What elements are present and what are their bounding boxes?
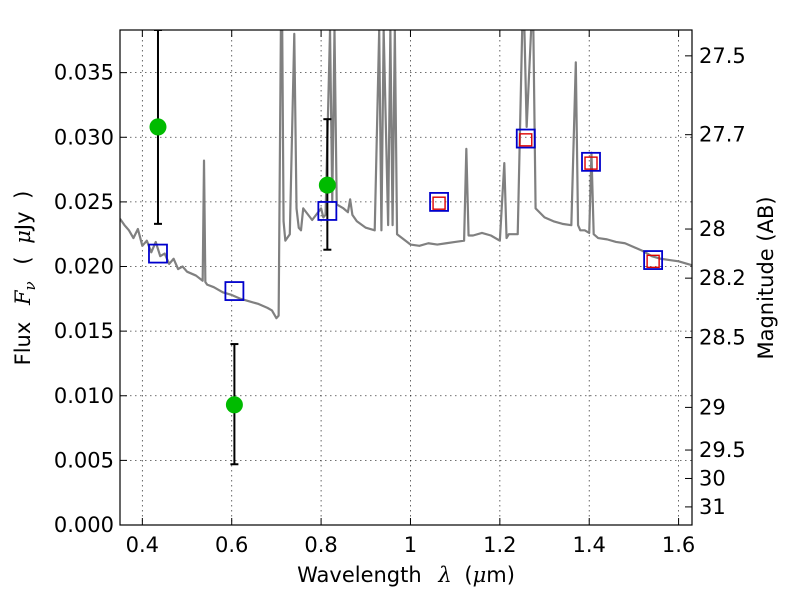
y-tick-label: 0.000 bbox=[54, 513, 114, 537]
x-tick-label: 0.4 bbox=[126, 533, 159, 557]
y-tick-label: 0.030 bbox=[54, 125, 114, 149]
photometry-point bbox=[318, 176, 336, 194]
photometry-point bbox=[149, 118, 167, 136]
x-axis-title-unit-close: m) bbox=[486, 563, 515, 587]
blue-square-marker bbox=[224, 281, 245, 301]
y2-tick-label: 30 bbox=[699, 466, 726, 490]
y-tick-label: 0.010 bbox=[54, 384, 114, 408]
x-tick-label: 1.2 bbox=[483, 533, 516, 557]
blue-square-marker bbox=[643, 250, 664, 270]
plot-area bbox=[120, 30, 692, 466]
y2-tick-label: 28.5 bbox=[699, 326, 746, 350]
y-axis-title-unit-open: ( bbox=[11, 256, 35, 264]
y-tick-label: 0.020 bbox=[54, 255, 114, 279]
x-axis-title-symbol: λ bbox=[437, 563, 451, 587]
x-axis-title-unit-mu: μ bbox=[473, 563, 487, 587]
red-square-marker bbox=[646, 254, 660, 269]
y-tick-label: 0.015 bbox=[54, 319, 114, 343]
x-tick-label: 1 bbox=[404, 533, 417, 557]
y2-tick-label: 28 bbox=[699, 217, 726, 241]
red-square-marker bbox=[584, 156, 598, 170]
y-tick-label: 0.025 bbox=[54, 190, 114, 214]
red-square-marker bbox=[519, 133, 533, 147]
y2-axis-title: Magnitude (AB) bbox=[754, 196, 778, 359]
y2-tick-label: 27.5 bbox=[699, 44, 746, 68]
y-axis-title-unit-close: ) bbox=[11, 191, 35, 199]
photometry-point bbox=[225, 396, 243, 414]
y2-tick-label: 27.7 bbox=[699, 123, 746, 147]
y-axis-title-unit: Jy bbox=[11, 211, 35, 232]
y2-axis: 27.5 27.7 28 28.2 28.5 29 29.5 30 31 bbox=[685, 44, 746, 519]
blue-square-marker bbox=[515, 128, 536, 149]
x-axis-title: Wavelength λ (μm) bbox=[297, 563, 515, 587]
y2-tick-label: 31 bbox=[699, 495, 726, 519]
y-axis-title-unit-mu: μ bbox=[11, 230, 35, 244]
y-axis: 0.000 0.005 0.010 0.015 0.020 0.025 0.030 0.035 bbox=[54, 61, 127, 537]
y2-tick-label: 28.2 bbox=[699, 266, 746, 290]
y-axis-title-symbol: F bbox=[11, 289, 35, 306]
x-tick-label: 1.6 bbox=[662, 533, 695, 557]
y-tick-label: 0.035 bbox=[54, 61, 114, 85]
x-tick-label: 0.6 bbox=[215, 533, 248, 557]
blue-square-marker bbox=[429, 191, 449, 212]
y2-tick-label: 29.5 bbox=[699, 438, 746, 462]
red-square-marker bbox=[432, 196, 446, 210]
y-axis-title-subscript: ν bbox=[21, 281, 39, 290]
blue-square-marker bbox=[317, 201, 338, 221]
y2-tick-label: 29 bbox=[699, 395, 726, 419]
y-tick-label: 0.005 bbox=[54, 448, 114, 472]
blue-square-marker bbox=[148, 243, 168, 264]
x-tick-label: 1.4 bbox=[573, 533, 606, 557]
plot-frame bbox=[119, 29, 693, 526]
y-axis-title: Flux Fν ( μJy ) bbox=[11, 191, 40, 366]
x-axis-title-text: Wavelength bbox=[297, 563, 422, 587]
y-axis-title-text: Flux bbox=[11, 322, 35, 366]
x-axis-title-unit-open: ( bbox=[464, 563, 472, 587]
spectrum-line bbox=[120, 30, 692, 320]
blue-square-marker bbox=[581, 151, 601, 172]
x-tick-label: 0.8 bbox=[304, 533, 337, 557]
x-axis: 0.4 0.6 0.8 1 1.2 1.4 1.6 bbox=[126, 30, 695, 557]
